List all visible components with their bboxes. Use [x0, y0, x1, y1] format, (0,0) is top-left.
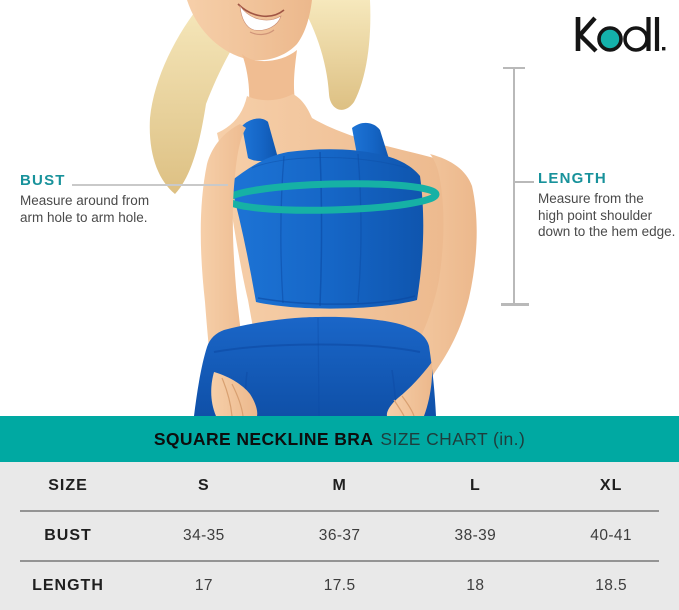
length-label: LENGTH — [538, 170, 607, 187]
bust-value-xl: 40-41 — [590, 527, 632, 544]
size-chart-header-row: SIZE S M L XL — [0, 462, 679, 510]
hands — [211, 362, 433, 416]
model-photo-illustration — [149, 0, 477, 416]
row-label-length: LENGTH — [32, 577, 104, 594]
model-photo-area: Kadi. BUST Measure around from arm hole … — [20, 0, 678, 416]
length-value-xl: 18.5 — [595, 577, 628, 594]
length-description-line2: high point shoulder — [538, 207, 653, 223]
hair — [149, 0, 371, 194]
row-label-bust: BUST — [44, 527, 92, 544]
brand-logo-icon — [575, 16, 666, 53]
table-row-length: LENGTH 17 17.5 18 18.5 — [0, 562, 679, 610]
length-measure-cap-bottom — [501, 303, 529, 306]
bust-value-s: 34-35 — [183, 527, 225, 544]
column-header-l: L — [469, 477, 481, 494]
bust-value-m: 36-37 — [318, 527, 361, 544]
bra — [230, 149, 424, 309]
bust-annotation: BUST Measure around from arm hole to arm… — [20, 172, 190, 226]
length-value-s: 17 — [194, 577, 213, 594]
bust-description-line1: Measure around from — [20, 193, 150, 208]
size-chart-header-bar: SQUARE NECKLINE BRA SIZE CHART (in.) — [0, 416, 679, 462]
bust-description-line2: arm hole to arm hole. — [20, 209, 148, 225]
bust-label: BUST — [20, 172, 66, 189]
bust-value-l: 38-39 — [454, 527, 497, 544]
size-chart-title-product: SQUARE NECKLINE BRA — [153, 428, 374, 449]
table-divider — [20, 510, 659, 512]
length-value-m: 17.5 — [323, 577, 356, 594]
column-header-size: SIZE — [48, 477, 88, 494]
brand-logo: Kadi. — [574, 16, 666, 54]
length-description-line3: down to the hem edge. — [538, 224, 676, 239]
table-row-bust: BUST 34-35 36-37 38-39 40-41 — [0, 512, 679, 560]
table-divider — [20, 560, 659, 562]
column-header-s: S — [198, 477, 210, 494]
length-annotation: LENGTH Measure from the high point shoul… — [538, 170, 678, 241]
size-chart-title-suffix: SIZE CHART (in.) — [380, 428, 526, 449]
column-header-xl: XL — [599, 477, 623, 494]
length-measure-cap-top — [503, 67, 525, 69]
length-value-l: 18 — [466, 577, 485, 594]
bust-pointer-line — [72, 184, 228, 186]
neck — [242, 50, 297, 108]
face — [187, 0, 312, 61]
size-chart-table: SIZE S M L XL BUST 34-35 36-37 38-39 40-… — [0, 462, 679, 610]
column-header-m: M — [332, 477, 347, 494]
length-description-line1: Measure from the — [538, 191, 644, 206]
length-measure-tick — [515, 181, 534, 183]
length-measure-line — [513, 68, 515, 305]
